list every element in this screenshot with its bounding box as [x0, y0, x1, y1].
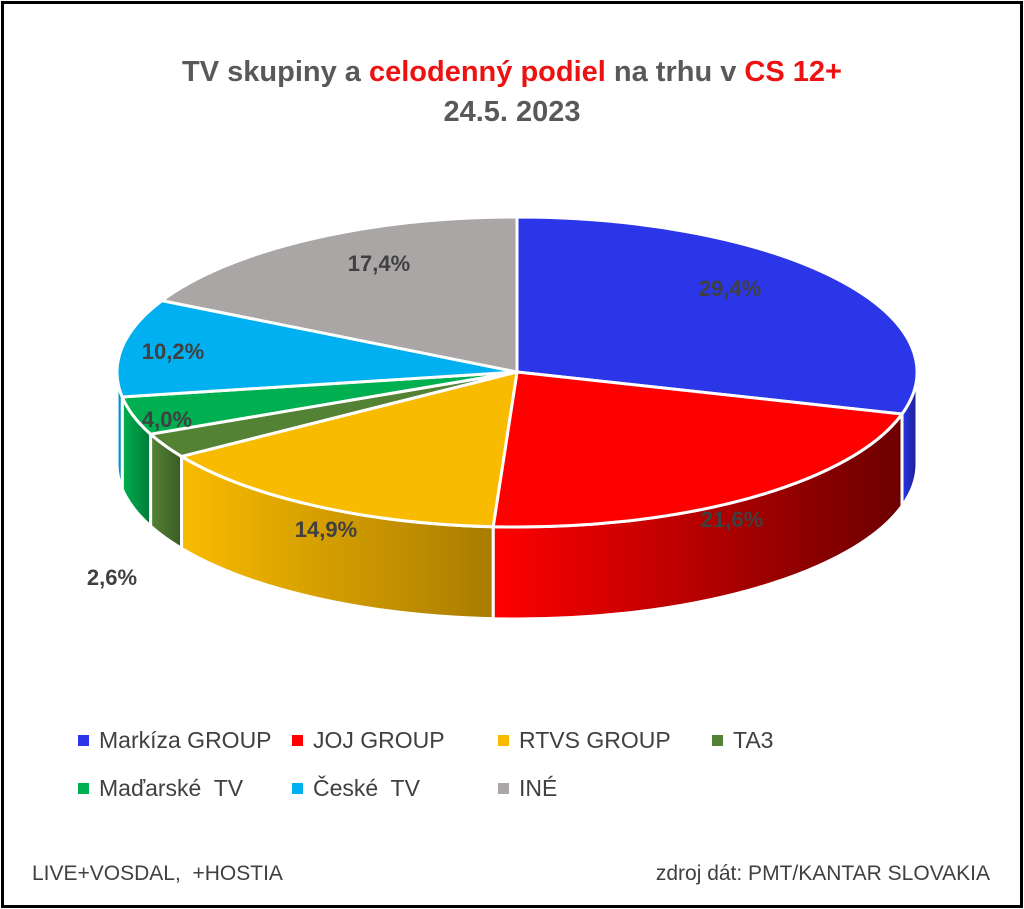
pie-slice-rtvs-group [180, 370, 519, 529]
legend-swatch-joj-group [292, 735, 303, 746]
legend-item-ceske-tv: České TV [292, 775, 420, 802]
data-label-rtvs-group: 14,9% [295, 517, 357, 542]
legend-label: České TV [313, 775, 420, 801]
legend-item-ine: INÉ [498, 775, 557, 802]
title-part: TV skupiny a [182, 56, 369, 88]
legend-swatch-ine [498, 783, 509, 794]
footer-left-note: LIVE+VOSDAL, +HOSTIA [32, 862, 283, 885]
title-part-highlight: CS 12+ [744, 56, 842, 88]
legend-item-rtvs-group: RTVS GROUP [498, 727, 671, 754]
pie-slice-ceske-tv [115, 299, 519, 399]
legend-label: RTVS GROUP [519, 727, 671, 753]
legend-item-markiza-group: Markíza GROUP [78, 727, 272, 754]
data-label-joj-group: 21,6% [701, 507, 763, 532]
pie-labels: 29,4% 21,6% 14,9% 2,6% 4,0% 10,2% 17,4% [87, 251, 763, 590]
data-label-ine: 17,4% [348, 251, 410, 276]
pie-slice-ine [160, 215, 519, 374]
footer-source-note: zdroj dát: PMT/KANTAR SLOVAKIA [655, 862, 990, 885]
legend-item-ta3: TA3 [712, 727, 773, 754]
title-part-highlight: celodenný podiel [368, 56, 606, 88]
data-label-madarske-tv: 4,0% [142, 407, 192, 432]
title-line: TV skupiny a celodenný podiel na trhu v … [0, 52, 1024, 92]
legend-swatch-madarske-tv [78, 783, 89, 794]
legend-item-joj-group: JOJ GROUP [292, 727, 445, 754]
legend-label: JOJ GROUP [313, 727, 445, 753]
pie-tops [115, 215, 919, 529]
chart-subtitle: 24.5. 2023 [443, 96, 581, 128]
legend-label: Markíza GROUP [99, 727, 272, 753]
legend-swatch-rtvs-group [498, 735, 509, 746]
legend-label: Maďarské TV [99, 775, 244, 801]
legend-swatch-markiza-group [78, 735, 89, 746]
pie-slice-markiza-group [515, 215, 919, 416]
legend-label: TA3 [733, 727, 774, 753]
pie-slice-joj-group [491, 370, 904, 529]
title-part: na trhu v [605, 56, 745, 88]
data-label-markiza-group: 29,4% [699, 276, 761, 301]
legend-item-madarske-tv: Maďarské TV [78, 775, 243, 802]
data-label-ceske-tv: 10,2% [142, 339, 204, 364]
legend-swatch-ta3 [712, 735, 723, 746]
chart-title: TV skupiny a celodenný podiel na trhu v … [0, 52, 1024, 132]
data-label-ta3: 2,6% [87, 565, 137, 590]
legend-label: INÉ [519, 775, 558, 801]
legend-swatch-ceske-tv [292, 783, 303, 794]
